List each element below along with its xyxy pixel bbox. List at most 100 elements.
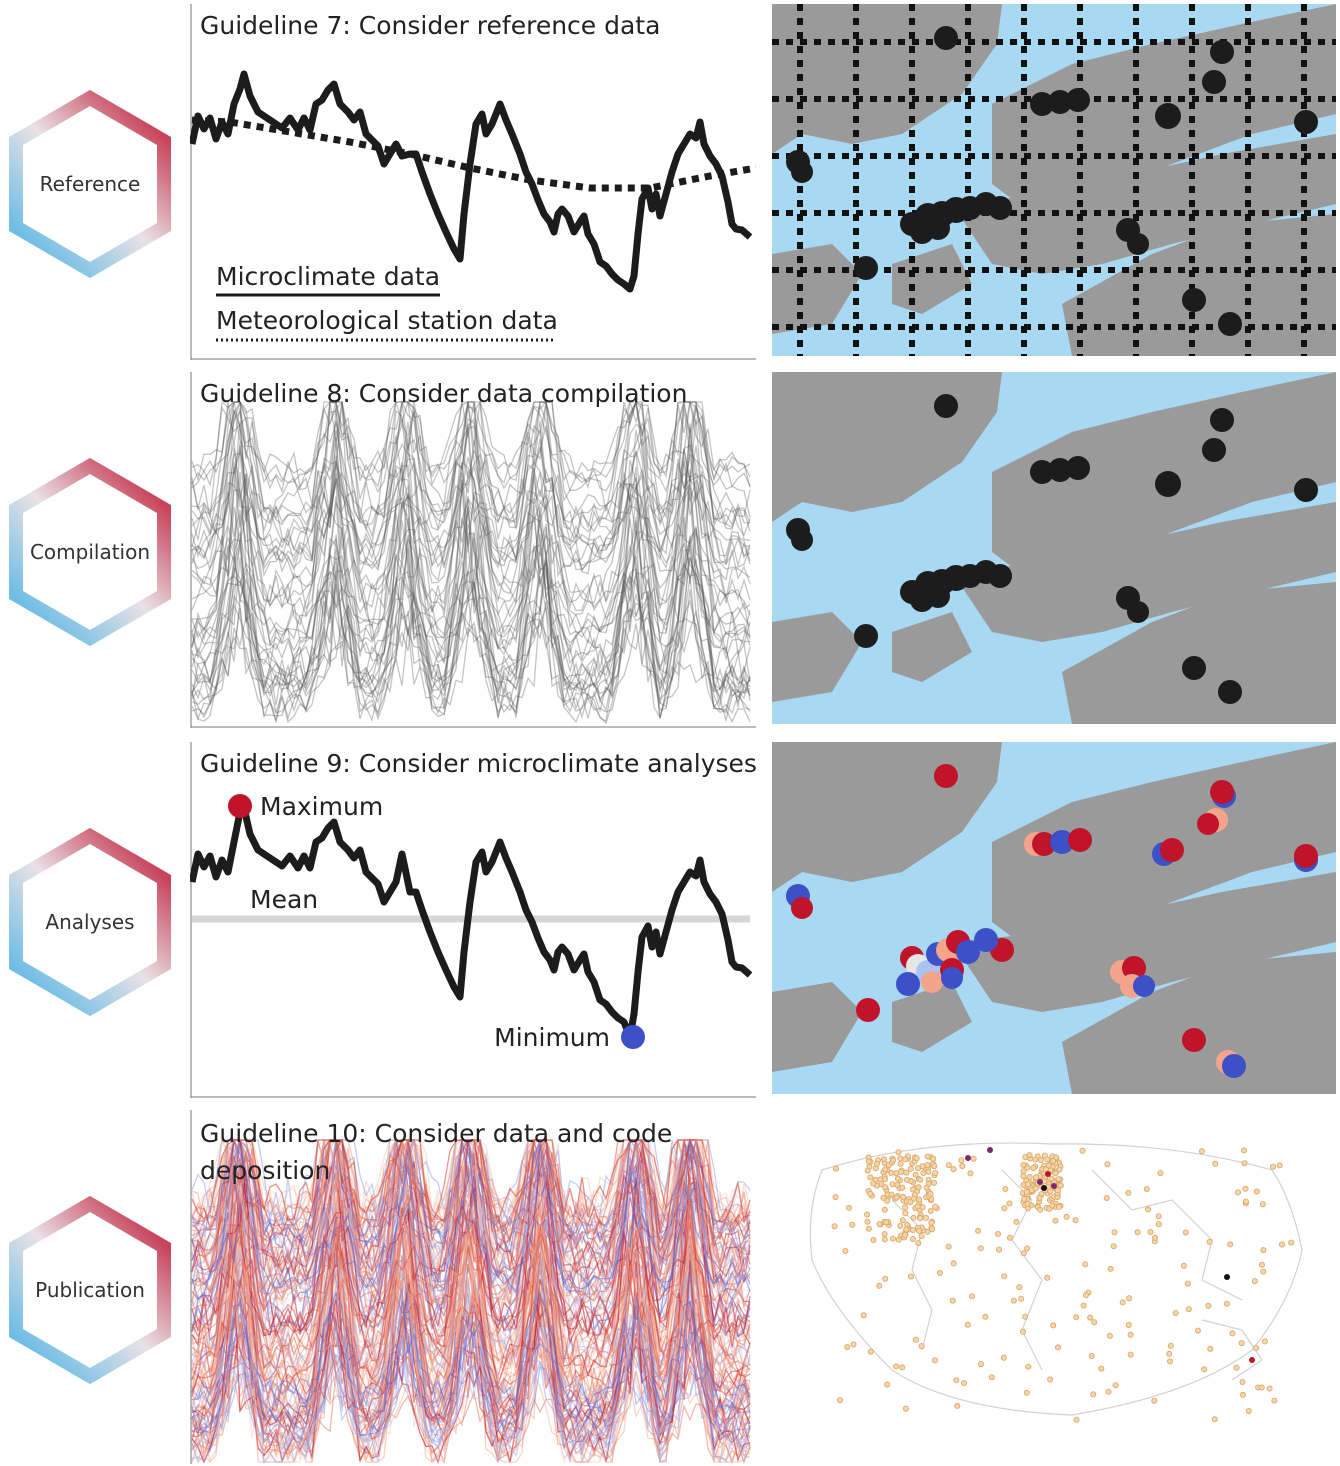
- world-logger-dot: [895, 1236, 902, 1243]
- compiled-series-line: [191, 436, 751, 574]
- deposited-series-line: [191, 1137, 751, 1287]
- world-logger-dot: [883, 1219, 890, 1226]
- world-logger-dot: [931, 1163, 938, 1170]
- world-logger-dot: [930, 1155, 937, 1162]
- world-logger-dot: [1240, 1147, 1247, 1154]
- world-logger-dot: [1087, 1314, 1094, 1321]
- world-logger-dot: [1037, 1157, 1044, 1164]
- hexagon-publication: Publication: [9, 1195, 171, 1385]
- world-logger-dot: [1201, 1366, 1208, 1373]
- world-logger-dot: [864, 1218, 871, 1225]
- world-logger-dot: [897, 1155, 904, 1162]
- compiled-series-line: [191, 495, 751, 695]
- world-logger-dot: [1020, 1162, 1027, 1169]
- world-logger-dot: [899, 1217, 906, 1224]
- world-logger-dot: [912, 1336, 919, 1343]
- world-logger-dot: [893, 1194, 900, 1201]
- world-logger-dot: [922, 1214, 929, 1221]
- hexagon-compilation: Compilation: [9, 457, 171, 647]
- world-logger-dot: [902, 1156, 909, 1163]
- world-logger-dot: [968, 1293, 975, 1300]
- world-logger-dot: [949, 1297, 956, 1304]
- world-logger-dot: [918, 1233, 925, 1240]
- compiled-series-line: [191, 516, 751, 723]
- world-logger-dot: [1098, 1365, 1105, 1372]
- mean-label: Mean: [250, 885, 318, 914]
- world-logger-dot: [888, 1191, 895, 1198]
- compiled-series-line: [191, 420, 751, 527]
- deposited-series-line: [191, 1167, 751, 1381]
- world-logger-dot: [1278, 1241, 1285, 1248]
- deposited-series-line: [191, 1272, 751, 1444]
- compiled-series-line: [191, 429, 751, 571]
- world-logger-dot: [881, 1206, 888, 1213]
- world-logger-dot: [1088, 1352, 1095, 1359]
- world-logger-dot: [1234, 1189, 1241, 1196]
- world-logger-dot: [1045, 1162, 1052, 1169]
- deposited-series-line: [191, 1227, 751, 1456]
- world-logger-dot: [1023, 1389, 1030, 1396]
- world-logger-dot: [988, 1374, 995, 1381]
- world-logger-dot: [919, 1204, 926, 1211]
- compiled-series-line: [191, 401, 751, 544]
- world-logger-dot: [893, 1363, 900, 1370]
- world-logger-dot: [1002, 1186, 1009, 1193]
- world-logger-dot: [909, 1227, 916, 1234]
- world-logger-dot: [1182, 1229, 1189, 1236]
- world-logger-dot: [833, 1165, 840, 1172]
- world-logger-dot: [1251, 1278, 1258, 1285]
- world-logger-dot: [903, 1169, 910, 1176]
- world-logger-dot: [1260, 1268, 1267, 1275]
- row-reference: Reference Guideline 7: Consider referenc…: [0, 4, 1340, 360]
- world-logger-dot: [1212, 1160, 1219, 1167]
- world-logger-dot: [1205, 1302, 1212, 1309]
- compiled-series-line: [191, 400, 751, 490]
- world-logger-dot: [867, 1190, 874, 1197]
- world-logger-dot: [882, 1184, 889, 1191]
- world-logger-dot: [1016, 1284, 1023, 1291]
- world-logger-dot: [1223, 1300, 1230, 1307]
- world-logger-dot: [1063, 1213, 1070, 1220]
- world-logger-dot: [970, 1155, 977, 1162]
- world-logger-dot: [975, 1227, 982, 1234]
- compiled-series-line: [191, 401, 751, 571]
- world-logger-dot: [1211, 1416, 1218, 1423]
- deposited-series-line: [191, 1176, 751, 1411]
- deposited-series-line: [191, 1139, 751, 1295]
- world-map: [809, 1142, 1303, 1423]
- deposited-series-line: [191, 1149, 751, 1339]
- world-logger-dot: [1238, 1340, 1245, 1347]
- hexagon-outline: [9, 827, 171, 1017]
- compiled-series-line: [191, 523, 751, 652]
- compiled-series-line: [191, 423, 751, 566]
- world-logger-dot: [1023, 1188, 1030, 1195]
- chart-analyses: Guideline 9: Consider microclimate analy…: [190, 742, 756, 1098]
- compiled-series-line: [191, 496, 751, 701]
- compiled-series-line: [191, 557, 751, 719]
- microclimate-series: [190, 804, 753, 1041]
- world-logger-dot: [982, 1313, 989, 1320]
- world-logger-dot: [876, 1282, 883, 1289]
- compiled-series-line: [191, 532, 751, 713]
- world-logger-dot: [914, 1203, 921, 1210]
- compiled-series-line: [191, 557, 751, 662]
- world-logger-dot: [864, 1211, 871, 1218]
- world-logger-dot: [1261, 1338, 1268, 1345]
- meteorological-station-series: [191, 116, 756, 192]
- world-logger-dot: [1227, 1241, 1234, 1248]
- world-logger-dot: [977, 1361, 984, 1368]
- compiled-series-line: [191, 539, 751, 723]
- world-logger-dot: [881, 1156, 888, 1163]
- guideline-title-line2: deposition: [200, 1156, 330, 1185]
- world-logger-dot: [1026, 1152, 1033, 1159]
- world-logger-dot: [1019, 1328, 1026, 1335]
- deposited-series-line: [191, 1139, 751, 1225]
- deposited-series-line: [191, 1293, 751, 1464]
- world-logger-dot: [903, 1226, 910, 1233]
- guideline-title: Guideline 7: Consider reference data: [200, 11, 660, 40]
- world-logger-dot: [1253, 1188, 1260, 1195]
- deposited-series-line: [191, 1181, 751, 1277]
- world-logger-dot: [1185, 1306, 1192, 1313]
- world-logger-dot: [953, 1377, 960, 1384]
- compiled-series-line: [191, 438, 751, 585]
